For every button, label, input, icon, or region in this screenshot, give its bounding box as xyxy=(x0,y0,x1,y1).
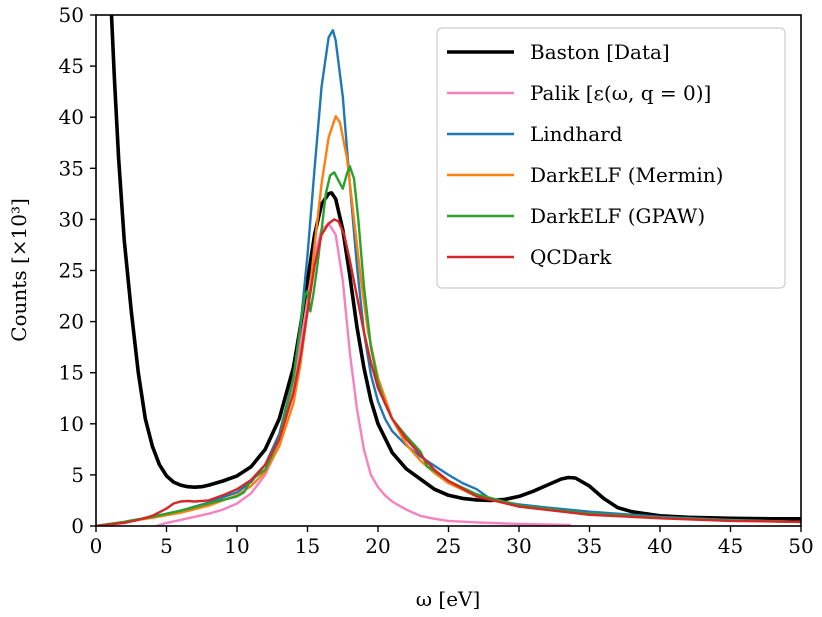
legend-box xyxy=(436,27,786,289)
y-tick-label: 35 xyxy=(59,156,84,180)
y-axis-label: Counts [×10³] xyxy=(7,198,31,342)
x-tick-label: 35 xyxy=(577,534,602,558)
x-tick-label: 15 xyxy=(295,534,320,558)
x-tick-label: 10 xyxy=(224,534,249,558)
x-tick-label: 20 xyxy=(365,534,390,558)
series-line-5 xyxy=(96,218,801,526)
y-tick-label: 45 xyxy=(59,54,84,78)
legend: Baston [Data] Palik [ε(ω, q = 0)] Lindhard… xyxy=(436,27,786,289)
x-tick-label: 40 xyxy=(647,534,672,558)
y-tick-label: 30 xyxy=(59,207,84,231)
legend-label-1: Palik [ε(ω, q = 0)] xyxy=(530,81,711,105)
y-tick-label: 15 xyxy=(59,361,84,385)
y-tick-label: 50 xyxy=(59,3,84,27)
x-tick-label: 5 xyxy=(160,534,173,558)
series-line-1 xyxy=(155,222,571,526)
series-group xyxy=(96,15,801,526)
x-axis-label: ω [eV] xyxy=(416,587,481,611)
y-tick-label: 25 xyxy=(59,259,84,283)
x-tick-label: 0 xyxy=(90,534,103,558)
y-tick-label: 10 xyxy=(59,412,84,436)
y-tick-label: 40 xyxy=(59,105,84,129)
legend-label-0: Baston [Data] xyxy=(530,40,670,64)
y-tick-label: 5 xyxy=(71,463,84,487)
legend-items: Baston [Data] Palik [ε(ω, q = 0)] Lindhard… xyxy=(447,40,723,269)
legend-label-3: DarkELF (Mermin) xyxy=(530,163,723,187)
x-tick-label: 30 xyxy=(506,534,531,558)
y-axis: 0 5 10 15 20 25 30 35 40 45 50 xyxy=(59,3,96,538)
x-axis: 0 5 10 15 20 25 30 35 40 45 50 xyxy=(90,526,814,558)
y-tick-label: 0 xyxy=(71,514,84,538)
legend-label-5: QCDark xyxy=(530,245,612,269)
legend-label-4: DarkELF (GPAW) xyxy=(530,204,705,228)
legend-label-2: Lindhard xyxy=(530,122,623,146)
y-tick-label: 20 xyxy=(59,310,84,334)
x-tick-label: 25 xyxy=(436,534,461,558)
x-tick-label: 45 xyxy=(718,534,743,558)
x-tick-label: 50 xyxy=(788,534,813,558)
